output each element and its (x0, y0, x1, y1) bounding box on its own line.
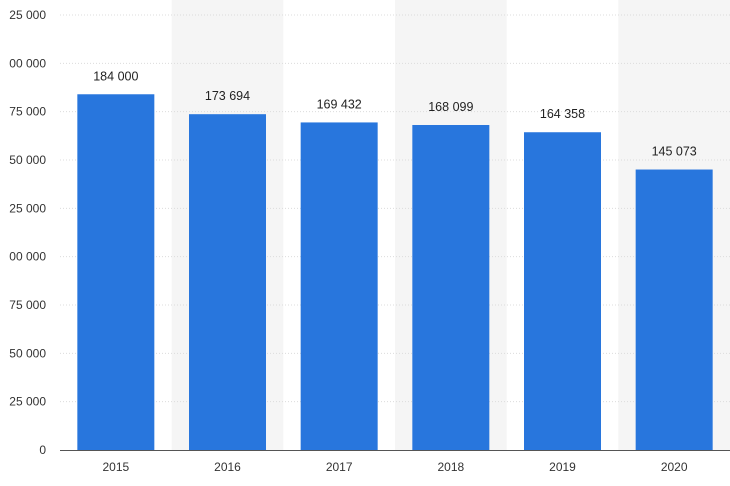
y-tick-label: 0 (39, 443, 46, 457)
x-tick-label-2016: 2016 (214, 460, 241, 474)
y-tick-label: 25 000 (9, 395, 46, 409)
data-label-2015: 184 000 (93, 69, 138, 83)
x-tick-label-2018: 2018 (437, 460, 464, 474)
y-tick-label: 00 000 (9, 56, 46, 70)
y-tick-label: 25 000 (9, 201, 46, 215)
data-label-2016: 173 694 (205, 89, 250, 103)
x-axis-tick-labels: 2015 2016 2017 2018 2019 2020 (102, 460, 687, 474)
y-tick-label: 75 000 (9, 105, 46, 119)
bar-2018 (412, 125, 490, 450)
y-axis-tick-labels: 0 25 000 50 000 75 000 00 000 25 000 50 000 75 … (9, 8, 46, 457)
bar-2015 (77, 94, 155, 451)
y-tick-label: 75 000 (9, 298, 46, 312)
y-tick-label: 00 000 (9, 250, 46, 264)
data-label-2017: 169 432 (317, 97, 362, 111)
bar-2019 (524, 132, 601, 450)
bar-2020 (635, 169, 713, 451)
data-label-2018: 168 099 (428, 100, 473, 114)
x-tick-label-2017: 2017 (326, 460, 353, 474)
bar-2017 (300, 122, 378, 451)
y-tick-label: 50 000 (9, 346, 46, 360)
y-tick-label: 25 000 (9, 8, 46, 22)
x-tick-label-2019: 2019 (549, 460, 576, 474)
bar-2016 (189, 114, 266, 451)
bars (77, 94, 713, 451)
y-tick-label: 50 000 (9, 153, 46, 167)
gridlines (60, 14, 730, 403)
data-label-2020: 145 073 (652, 145, 697, 159)
x-tick-label-2020: 2020 (661, 460, 688, 474)
data-label-2019: 164 358 (540, 107, 585, 121)
x-tick-label-2015: 2015 (102, 460, 129, 474)
data-labels: 184 000 173 694 169 432 168 099 164 358 145 0… (93, 69, 697, 158)
